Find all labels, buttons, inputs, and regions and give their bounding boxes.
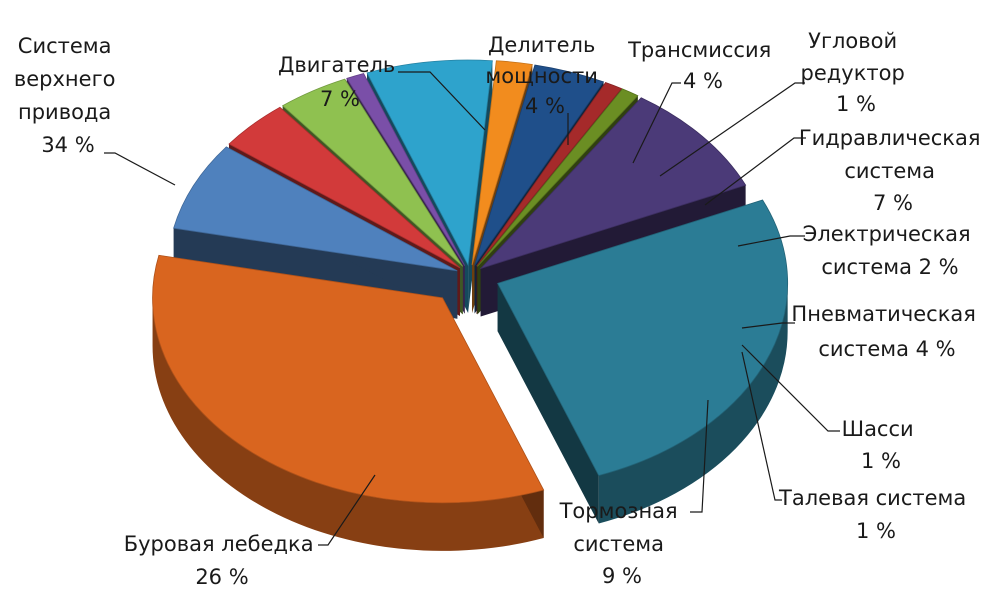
label-pneumatic-line1: Пневматическая (791, 302, 975, 326)
label-transmission: Трансмиссия 4 % (627, 38, 778, 93)
label-drawworks: Буровая лебедка 26 % (124, 532, 321, 589)
slice-top-талевая-система (477, 88, 639, 267)
label-pneumatic: Пневматическая система 4 % (791, 302, 982, 361)
slice-top-двигатель (173, 146, 458, 272)
pie-slices (152, 59, 789, 551)
leader-line-drawworks (318, 474, 376, 546)
slice-top-система-верхнего-привода (152, 254, 545, 504)
label-engine-value: 7 % (320, 87, 360, 111)
slice-top-тормозная-система (479, 97, 747, 270)
label-angle-gearbox: Угловой редуктор 1 % (801, 29, 912, 116)
leader-line-hydraulic (704, 137, 806, 206)
label-electric-line1: Электрическая (803, 222, 971, 246)
label-hoist-value: 1 % (856, 519, 896, 543)
label-hydraulic: Гидравлическая система 7 % (799, 126, 987, 215)
slice-top-электрическая-система (471, 60, 533, 266)
leader-line-chassis (741, 344, 840, 432)
label-transmission-name: Трансмиссия (627, 38, 771, 62)
label-pneumatic-line2: система 4 % (818, 337, 955, 361)
slice-side-система-верхнего-привода (152, 297, 544, 551)
label-engine-name: Двигатель (278, 53, 395, 77)
label-chassis-value: 1 % (861, 449, 901, 473)
label-electric-line2: система 2 % (821, 255, 958, 279)
slice-top-трансмиссия (281, 78, 464, 267)
slice-labels: Двигатель 7 % Делитель мощности 4 % Тран… (14, 29, 987, 589)
label-power-divider-line2: мощности (485, 64, 597, 88)
slice-top-шасси (476, 82, 623, 267)
slice-top-пневматическая-система (474, 64, 605, 266)
label-angle-gearbox-value: 1 % (836, 92, 876, 116)
label-brake: Тормозная система 9 % (559, 499, 685, 588)
label-power-divider: Делитель мощности 4 % (485, 33, 604, 118)
label-power-divider-line1: Делитель (488, 33, 595, 57)
label-electric: Электрическая система 2 % (803, 222, 978, 279)
leader-lines (104, 71, 840, 546)
slice-система-верхнего-привода (152, 254, 545, 551)
label-drawworks-name: Буровая лебедка (124, 532, 314, 556)
label-hoist: Талевая система 1 % (778, 486, 973, 543)
slice-top-угловой-редуктор (346, 73, 466, 266)
label-brake-value: 9 % (602, 564, 642, 588)
label-top-drive-value: 34 % (41, 133, 94, 157)
label-drawworks-value: 26 % (195, 565, 248, 589)
leader-line-pneumatic (741, 322, 795, 329)
leader-line-electric (737, 235, 805, 247)
label-chassis: Шасси 1 % (842, 417, 921, 473)
label-transmission-value: 4 % (683, 69, 723, 93)
label-hydraulic-value: 7 % (873, 191, 913, 215)
label-brake-line2: система (573, 532, 664, 556)
slice-top-буровая-лебедка (497, 199, 789, 476)
label-chassis-name: Шасси (842, 417, 914, 441)
label-hydraulic-line2: система (844, 159, 935, 183)
label-angle-gearbox-line2: редуктор (801, 61, 905, 85)
slice-side-буровая-лебедка (598, 283, 788, 524)
label-top-drive-line1: Система (18, 34, 112, 58)
leader-line-hoist (741, 351, 782, 501)
label-power-divider-value: 4 % (525, 94, 565, 118)
label-top-drive: Система верхнего привода 34 % (14, 34, 122, 157)
label-angle-gearbox-line1: Угловой (808, 29, 897, 53)
slice-top-делитель-мощности (228, 106, 461, 269)
slice-top-гидравлическая-система (366, 59, 493, 267)
slice-cut-end-буровая-лебедка (497, 283, 599, 524)
leader-line-angle-gearbox (659, 82, 805, 177)
label-hydraulic-line1: Гидравлическая (799, 126, 981, 150)
label-brake-line1: Тормозная (559, 499, 678, 523)
leader-line-transmission (632, 82, 681, 164)
leader-line-top-drive (104, 152, 176, 186)
label-hoist-name: Талевая система (778, 486, 966, 510)
label-engine: Двигатель 7 % (278, 53, 402, 111)
slice-буровая-лебедка (497, 199, 789, 524)
label-top-drive-line3: привода (18, 100, 111, 124)
leader-line-brake (690, 399, 709, 513)
leader-line-engine (398, 71, 486, 131)
label-top-drive-line2: верхнего (14, 67, 116, 91)
